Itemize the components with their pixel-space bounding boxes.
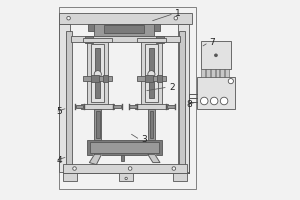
Bar [66, 31, 71, 172]
Bar [145, 44, 158, 102]
Circle shape [174, 16, 178, 20]
Bar [220, 69, 224, 77]
Bar [167, 105, 175, 108]
Bar [83, 76, 112, 81]
Bar [92, 44, 104, 102]
Bar [63, 173, 76, 181]
Circle shape [220, 97, 228, 105]
Bar [58, 7, 196, 189]
Bar [95, 48, 100, 98]
Bar [88, 24, 160, 31]
Circle shape [210, 97, 218, 105]
Bar [197, 77, 236, 109]
Bar [141, 40, 162, 106]
Circle shape [172, 167, 175, 170]
Bar [173, 173, 187, 181]
Bar [87, 140, 162, 155]
Polygon shape [148, 155, 160, 163]
Polygon shape [89, 155, 101, 165]
Bar [145, 75, 153, 82]
Text: 2: 2 [169, 83, 175, 92]
Bar [121, 155, 124, 161]
Bar [70, 36, 180, 42]
Bar [90, 142, 159, 153]
Bar [149, 48, 154, 98]
Bar [201, 41, 231, 69]
Bar [137, 76, 166, 81]
Bar [156, 36, 164, 43]
Bar [94, 24, 154, 36]
Text: 1: 1 [175, 9, 181, 18]
Bar [76, 105, 83, 108]
Bar [201, 69, 205, 77]
Bar [148, 109, 155, 140]
Bar [82, 104, 114, 109]
Bar [215, 69, 219, 77]
Text: 3: 3 [141, 135, 147, 144]
Bar [119, 173, 133, 181]
Bar [150, 111, 153, 138]
Bar [92, 75, 99, 82]
Circle shape [200, 97, 208, 105]
Circle shape [148, 71, 155, 78]
Bar [157, 75, 162, 82]
Circle shape [73, 167, 76, 170]
Bar [58, 24, 70, 172]
Bar [225, 69, 229, 77]
Bar [58, 13, 192, 24]
Text: 7: 7 [210, 38, 215, 47]
Bar [103, 75, 108, 82]
Text: 5: 5 [56, 107, 62, 116]
Bar [179, 31, 185, 172]
Bar [94, 109, 101, 140]
Circle shape [94, 71, 101, 78]
Bar [211, 69, 214, 77]
Bar [87, 40, 108, 106]
Bar [83, 38, 112, 42]
Circle shape [228, 79, 233, 84]
Bar [206, 69, 210, 77]
Text: 4: 4 [56, 156, 62, 165]
Bar [137, 38, 166, 42]
Bar [113, 105, 121, 108]
Circle shape [214, 54, 217, 57]
Circle shape [128, 167, 132, 170]
Text: 8: 8 [187, 100, 193, 109]
Circle shape [67, 16, 70, 20]
Bar [178, 24, 189, 172]
Circle shape [125, 177, 128, 180]
Bar [96, 111, 100, 138]
Bar [135, 104, 168, 109]
Bar [63, 164, 187, 173]
Bar [129, 105, 137, 108]
Bar [104, 25, 144, 33]
Bar [85, 36, 93, 43]
